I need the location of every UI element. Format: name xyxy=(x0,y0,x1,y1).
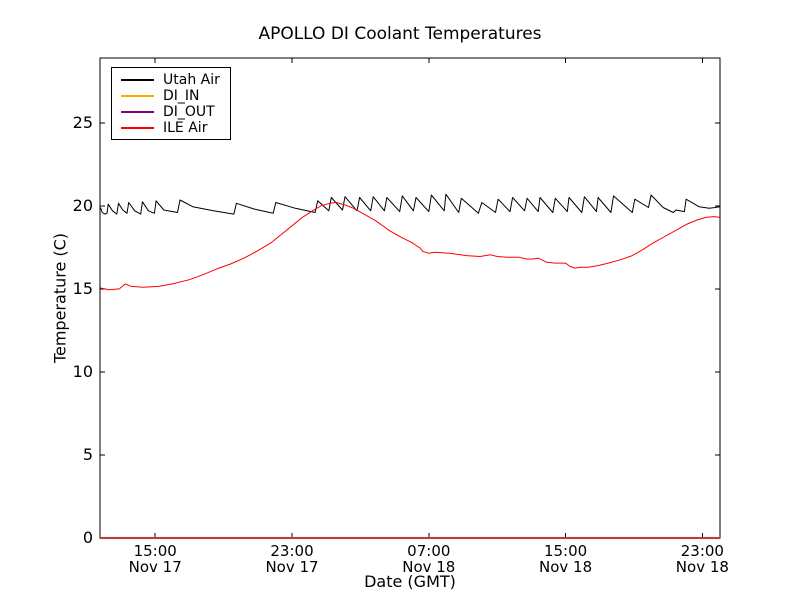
y-tick-label: 25 xyxy=(72,112,93,132)
x-tick-label: 15:00 Nov 17 xyxy=(128,542,182,576)
y-tick-label: 20 xyxy=(72,195,93,215)
legend-label-di-out: DI_OUT xyxy=(163,104,215,120)
x-tick-label: 23:00 Nov 17 xyxy=(265,542,319,576)
legend-line-utah-air xyxy=(121,79,154,81)
y-tick-label: 15 xyxy=(72,278,93,298)
legend-item-di-out: DI_OUT xyxy=(121,104,230,120)
legend-item-di-in: DI_IN xyxy=(121,88,230,104)
x-axis-label: Date (GMT) xyxy=(364,572,456,591)
chart-title: APOLLO DI Coolant Temperatures xyxy=(258,24,542,44)
legend-item-utah-air: Utah Air xyxy=(121,72,230,88)
x-tick-label: 15:00 Nov 18 xyxy=(539,542,593,576)
legend-line-ile-air xyxy=(121,127,154,129)
legend-item-ile-air: ILE Air xyxy=(121,120,230,136)
y-tick-label: 5 xyxy=(82,444,93,464)
legend-label-di-in: DI_IN xyxy=(163,88,200,104)
legend-label-utah-air: Utah Air xyxy=(163,72,220,88)
x-tick-label: 07:00 Nov 18 xyxy=(402,542,456,576)
legend-line-di-in xyxy=(121,95,154,97)
x-tick-label: 23:00 Nov 18 xyxy=(675,542,729,576)
y-tick-label: 10 xyxy=(72,361,93,381)
y-tick-label: 0 xyxy=(82,528,93,547)
legend: Utah Air DI_IN DI_OUT ILE Air xyxy=(111,67,231,140)
series-line-utah-air xyxy=(100,193,720,215)
legend-line-di-out xyxy=(121,111,154,113)
legend-label-ile-air: ILE Air xyxy=(163,120,208,136)
series-line-ile-air xyxy=(100,202,720,291)
